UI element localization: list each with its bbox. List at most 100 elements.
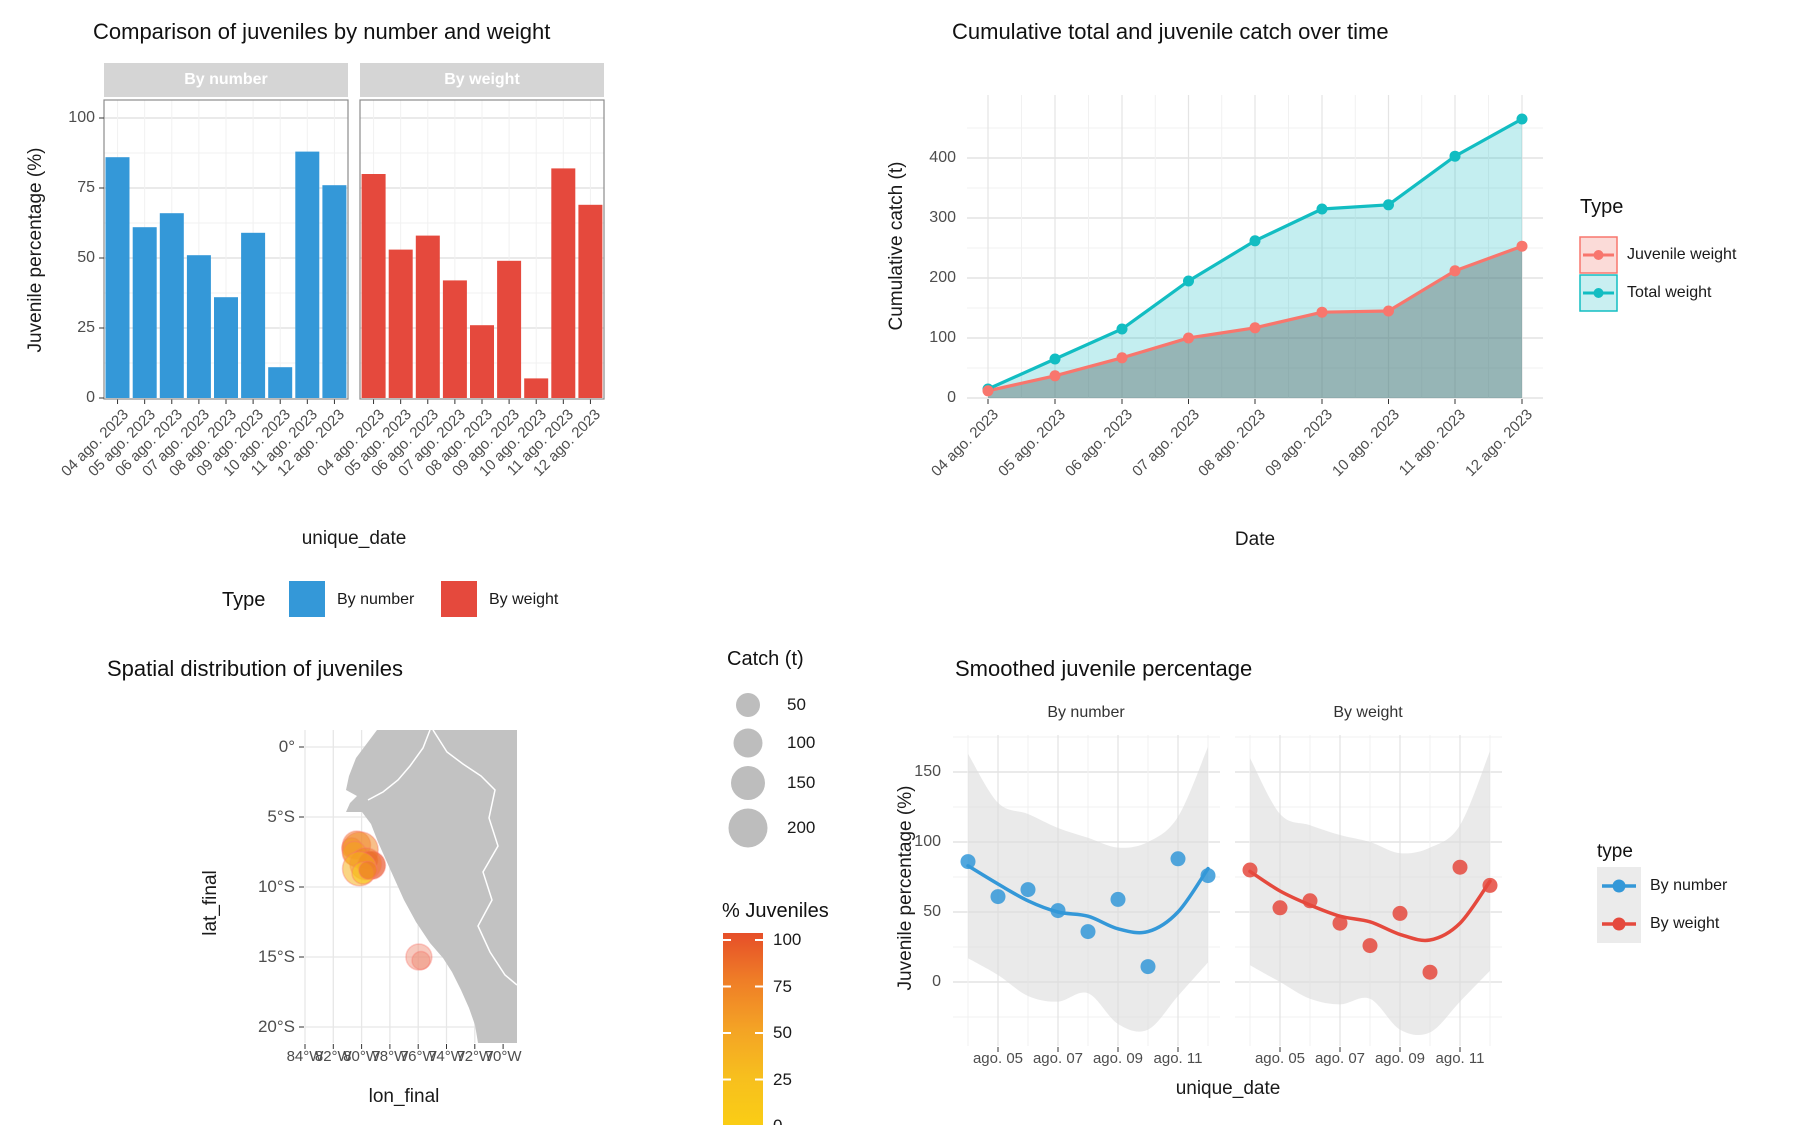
color-legend-label: 25 <box>773 1069 792 1089</box>
smooth-x-tick-label: ago. 11 <box>1435 1050 1485 1067</box>
data-point <box>1422 964 1438 980</box>
map-x-tick-label: 78°W <box>371 1048 409 1065</box>
map-title: Spatial distribution of juveniles <box>107 656 403 681</box>
total-weight-point <box>1183 275 1194 287</box>
smooth-legend-key-bg <box>1597 867 1641 943</box>
cumulative-y-tick-label: 300 <box>929 209 956 226</box>
bars-x-axis-label: unique_date <box>301 528 407 549</box>
data-point <box>1140 959 1156 975</box>
map-x-axis-label: lon_final <box>368 1086 440 1107</box>
size-legend-title: Catch (t) <box>727 648 804 670</box>
cumulative-x-axis-label: Date <box>1234 529 1276 550</box>
color-legend-label: 100 <box>773 930 802 949</box>
smooth-x-axis-label: unique_date <box>1175 1078 1281 1099</box>
juvenile-weight-point <box>1116 352 1128 364</box>
cumulative-legend-label-juvenile: Juvenile weight <box>1627 246 1737 263</box>
smooth-x-tick-label: ago. 05 <box>1254 1050 1306 1067</box>
bars-y-tick-label: 100 <box>68 109 95 126</box>
total-weight-point <box>1316 203 1328 215</box>
facet-strip-by-number: By number <box>104 63 348 97</box>
confidence-ribbon <box>1250 751 1490 1036</box>
data-point <box>1302 893 1318 909</box>
country-border-ecuador-peru <box>367 730 431 801</box>
map-y-tick-label: 5°S <box>267 807 295 826</box>
map-layer <box>340 730 517 1043</box>
color-legend-label: 75 <box>773 976 792 996</box>
smooth-line <box>1248 869 1492 943</box>
smooth-legend-label-weight: By weight <box>1650 915 1720 932</box>
bar-by-number <box>159 213 184 398</box>
bar-by-weight <box>551 168 576 398</box>
smooth-facet-layer <box>960 746 1216 1032</box>
bar-by-number <box>132 227 157 398</box>
bar-by-weight <box>578 204 603 398</box>
smooth-x-tick-label: ago. 09 <box>1374 1050 1426 1067</box>
bars-legend-label-number: By number <box>337 591 415 608</box>
legend-key-juvenile-point <box>1593 250 1604 260</box>
smooth-x-tick-label: ago. 05 <box>972 1050 1024 1067</box>
size-legend-label: 50 <box>787 695 806 714</box>
data-point <box>960 854 976 870</box>
size-legend-circle <box>733 728 763 758</box>
panel-border <box>103 99 349 400</box>
country-border-peru-brazil <box>432 730 517 986</box>
data-point <box>1332 915 1348 931</box>
smooth-legend-title: type <box>1597 841 1633 862</box>
map-x-tick-label: 76°W <box>399 1048 437 1065</box>
smooth-facet-label-weight: By weight <box>1333 704 1403 721</box>
bars-legend-label-weight: By weight <box>489 591 559 608</box>
data-point <box>1242 862 1258 878</box>
map-x-tick-label: 82°W <box>314 1048 352 1065</box>
smooth-x-tick-label: ago. 07 <box>1032 1050 1084 1067</box>
size-legend-label: 100 <box>787 733 816 752</box>
facet-strip-by-number-label: By number <box>184 71 268 88</box>
data-point <box>1362 938 1378 954</box>
bar-by-weight <box>524 378 549 398</box>
data-point <box>1020 882 1036 898</box>
cumulative-y-tick-label: 400 <box>929 149 956 166</box>
total-weight-point <box>1383 199 1394 211</box>
cumulative-y-tick-label: 200 <box>929 269 956 286</box>
map-y-tick-label: 0° <box>278 737 295 756</box>
bar-by-weight <box>497 260 522 398</box>
bar-by-number <box>186 255 211 398</box>
smooth-y-tick-label: 50 <box>923 903 941 920</box>
smooth-y-tick-label: 150 <box>914 763 941 780</box>
bar-by-weight <box>442 280 467 398</box>
total-weight-area <box>988 119 1522 398</box>
juvenile-weight-point <box>1316 306 1328 318</box>
bar-by-weight <box>388 249 413 398</box>
smooth-title: Smoothed juvenile percentage <box>955 656 1253 681</box>
size-legend-label: 150 <box>787 773 816 792</box>
total-weight-point <box>1249 235 1261 247</box>
bar-by-number <box>241 232 266 398</box>
bar-by-number <box>322 185 347 398</box>
bars-y-tick-label: 75 <box>77 179 95 196</box>
color-legend-label: 50 <box>773 1023 792 1042</box>
data-point <box>1392 905 1408 921</box>
data-point <box>1200 868 1216 884</box>
total-weight-point <box>1516 113 1528 125</box>
map-y-tick-label: 10°S <box>257 877 295 896</box>
smooth-y-tick-label: 0 <box>932 973 941 990</box>
juvenile-weight-point <box>1049 370 1061 382</box>
juvenile-weight-point <box>1183 332 1194 344</box>
bar-by-weight <box>415 235 440 398</box>
size-legend-circle <box>736 693 760 717</box>
cumulative-legend-title: Type <box>1580 196 1624 218</box>
map-x-tick-label: 80°W <box>343 1048 381 1065</box>
bar-by-weight <box>361 174 386 398</box>
legend-key-total-point <box>1593 288 1604 298</box>
data-point <box>1452 859 1468 875</box>
bar-by-number <box>214 297 238 398</box>
map-x-tick-label: 70°W <box>484 1048 522 1065</box>
data-point <box>1050 903 1066 919</box>
smooth-facet-label-number: By number <box>1047 704 1125 721</box>
smooth-x-tick-label: ago. 09 <box>1092 1050 1144 1067</box>
facet-strip-by-weight: By weight <box>360 63 604 97</box>
data-point <box>1272 900 1288 916</box>
cumulative-title: Cumulative total and juvenile catch over… <box>952 19 1389 44</box>
total-weight-point <box>1049 353 1061 365</box>
